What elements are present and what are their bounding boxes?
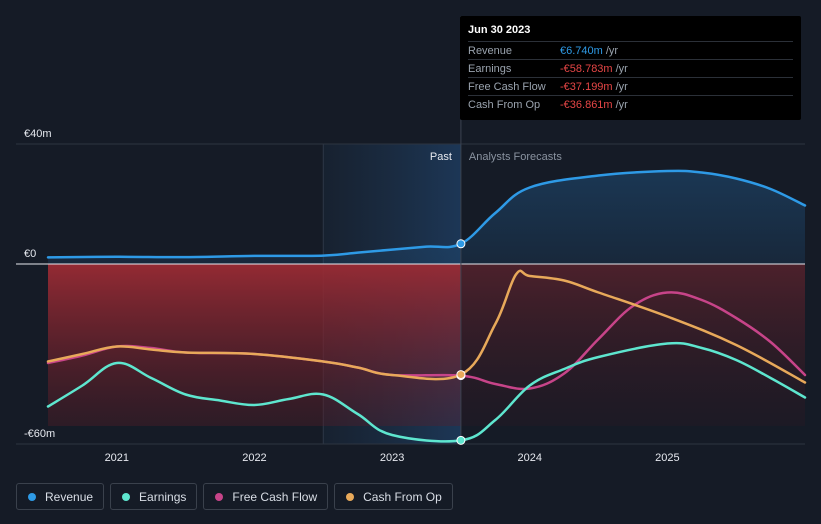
legend-label: Cash From Op	[363, 489, 442, 504]
x-tick-label: 2023	[380, 452, 404, 464]
legend-item-cash-from-op[interactable]: Cash From Op	[334, 483, 453, 510]
negative-area-past	[48, 264, 461, 426]
y-tick-label: €0	[24, 248, 36, 260]
tooltip-value: -€58.783m	[560, 62, 613, 75]
series-line-cash-from-op	[46, 269, 807, 384]
tooltip-unit: /yr	[605, 44, 619, 57]
chart-legend: Revenue Earnings Free Cash Flow Cash Fro…	[16, 483, 453, 510]
series-line-free-cash-flow	[46, 291, 807, 391]
past-label: Past	[430, 151, 452, 163]
legend-dot-icon	[28, 492, 36, 501]
tooltip-unit: /yr	[615, 98, 628, 111]
forecast-label: Analysts Forecasts	[469, 151, 562, 163]
legend-item-revenue[interactable]: Revenue	[16, 483, 105, 510]
data-point-revenue	[456, 239, 466, 249]
y-tick-label: -€60m	[24, 428, 55, 440]
series-line-earnings	[46, 341, 807, 443]
legend-label: Earnings	[139, 489, 187, 504]
x-tick-label: 2022	[242, 452, 266, 464]
tooltip-label: Revenue	[468, 44, 513, 57]
y-tick-label: €40m	[24, 128, 52, 140]
legend-label: Free Cash Flow	[232, 489, 318, 504]
tooltip-row-revenue: Revenue €6.740m /yr	[468, 41, 793, 59]
data-point-cash-from-op	[456, 370, 466, 380]
tooltip-value: -€36.861m	[560, 98, 613, 111]
tooltip-value: €6.740m	[560, 44, 603, 57]
tooltip-value: -€37.199m	[560, 80, 613, 93]
tooltip-date: Jun 30 2023	[468, 24, 531, 36]
negative-area-forecast	[460, 264, 805, 426]
legend-dot-icon	[215, 492, 224, 501]
tooltip-label: Earnings	[468, 62, 512, 75]
x-tick-label: 2021	[105, 452, 129, 464]
x-tick-label: 2024	[517, 452, 541, 464]
legend-dot-icon	[122, 492, 131, 501]
legend-label: Revenue	[45, 489, 94, 504]
tooltip-panel: Jun 30 2023 Revenue €6.740m /yr Earnings…	[460, 16, 801, 120]
tooltip-label: Free Cash Flow	[468, 80, 546, 93]
tooltip-row-earnings: Earnings -€58.783m /yr	[468, 59, 793, 77]
legend-dot-icon	[346, 492, 355, 501]
tooltip-unit: /yr	[615, 62, 628, 75]
tooltip-row-cash-from-op: Cash From Op -€36.861m /yr	[468, 95, 793, 113]
tooltip-row-free-cash-flow: Free Cash Flow -€37.199m /yr	[468, 77, 793, 95]
revenue-area	[48, 170, 805, 264]
tooltip-unit: /yr	[615, 80, 628, 93]
x-tick-label: 2025	[655, 452, 679, 464]
data-point-earnings	[456, 435, 466, 445]
legend-item-free-cash-flow[interactable]: Free Cash Flow	[203, 483, 329, 510]
legend-item-earnings[interactable]: Earnings	[110, 483, 198, 510]
tooltip-label: Cash From Op	[468, 98, 541, 111]
